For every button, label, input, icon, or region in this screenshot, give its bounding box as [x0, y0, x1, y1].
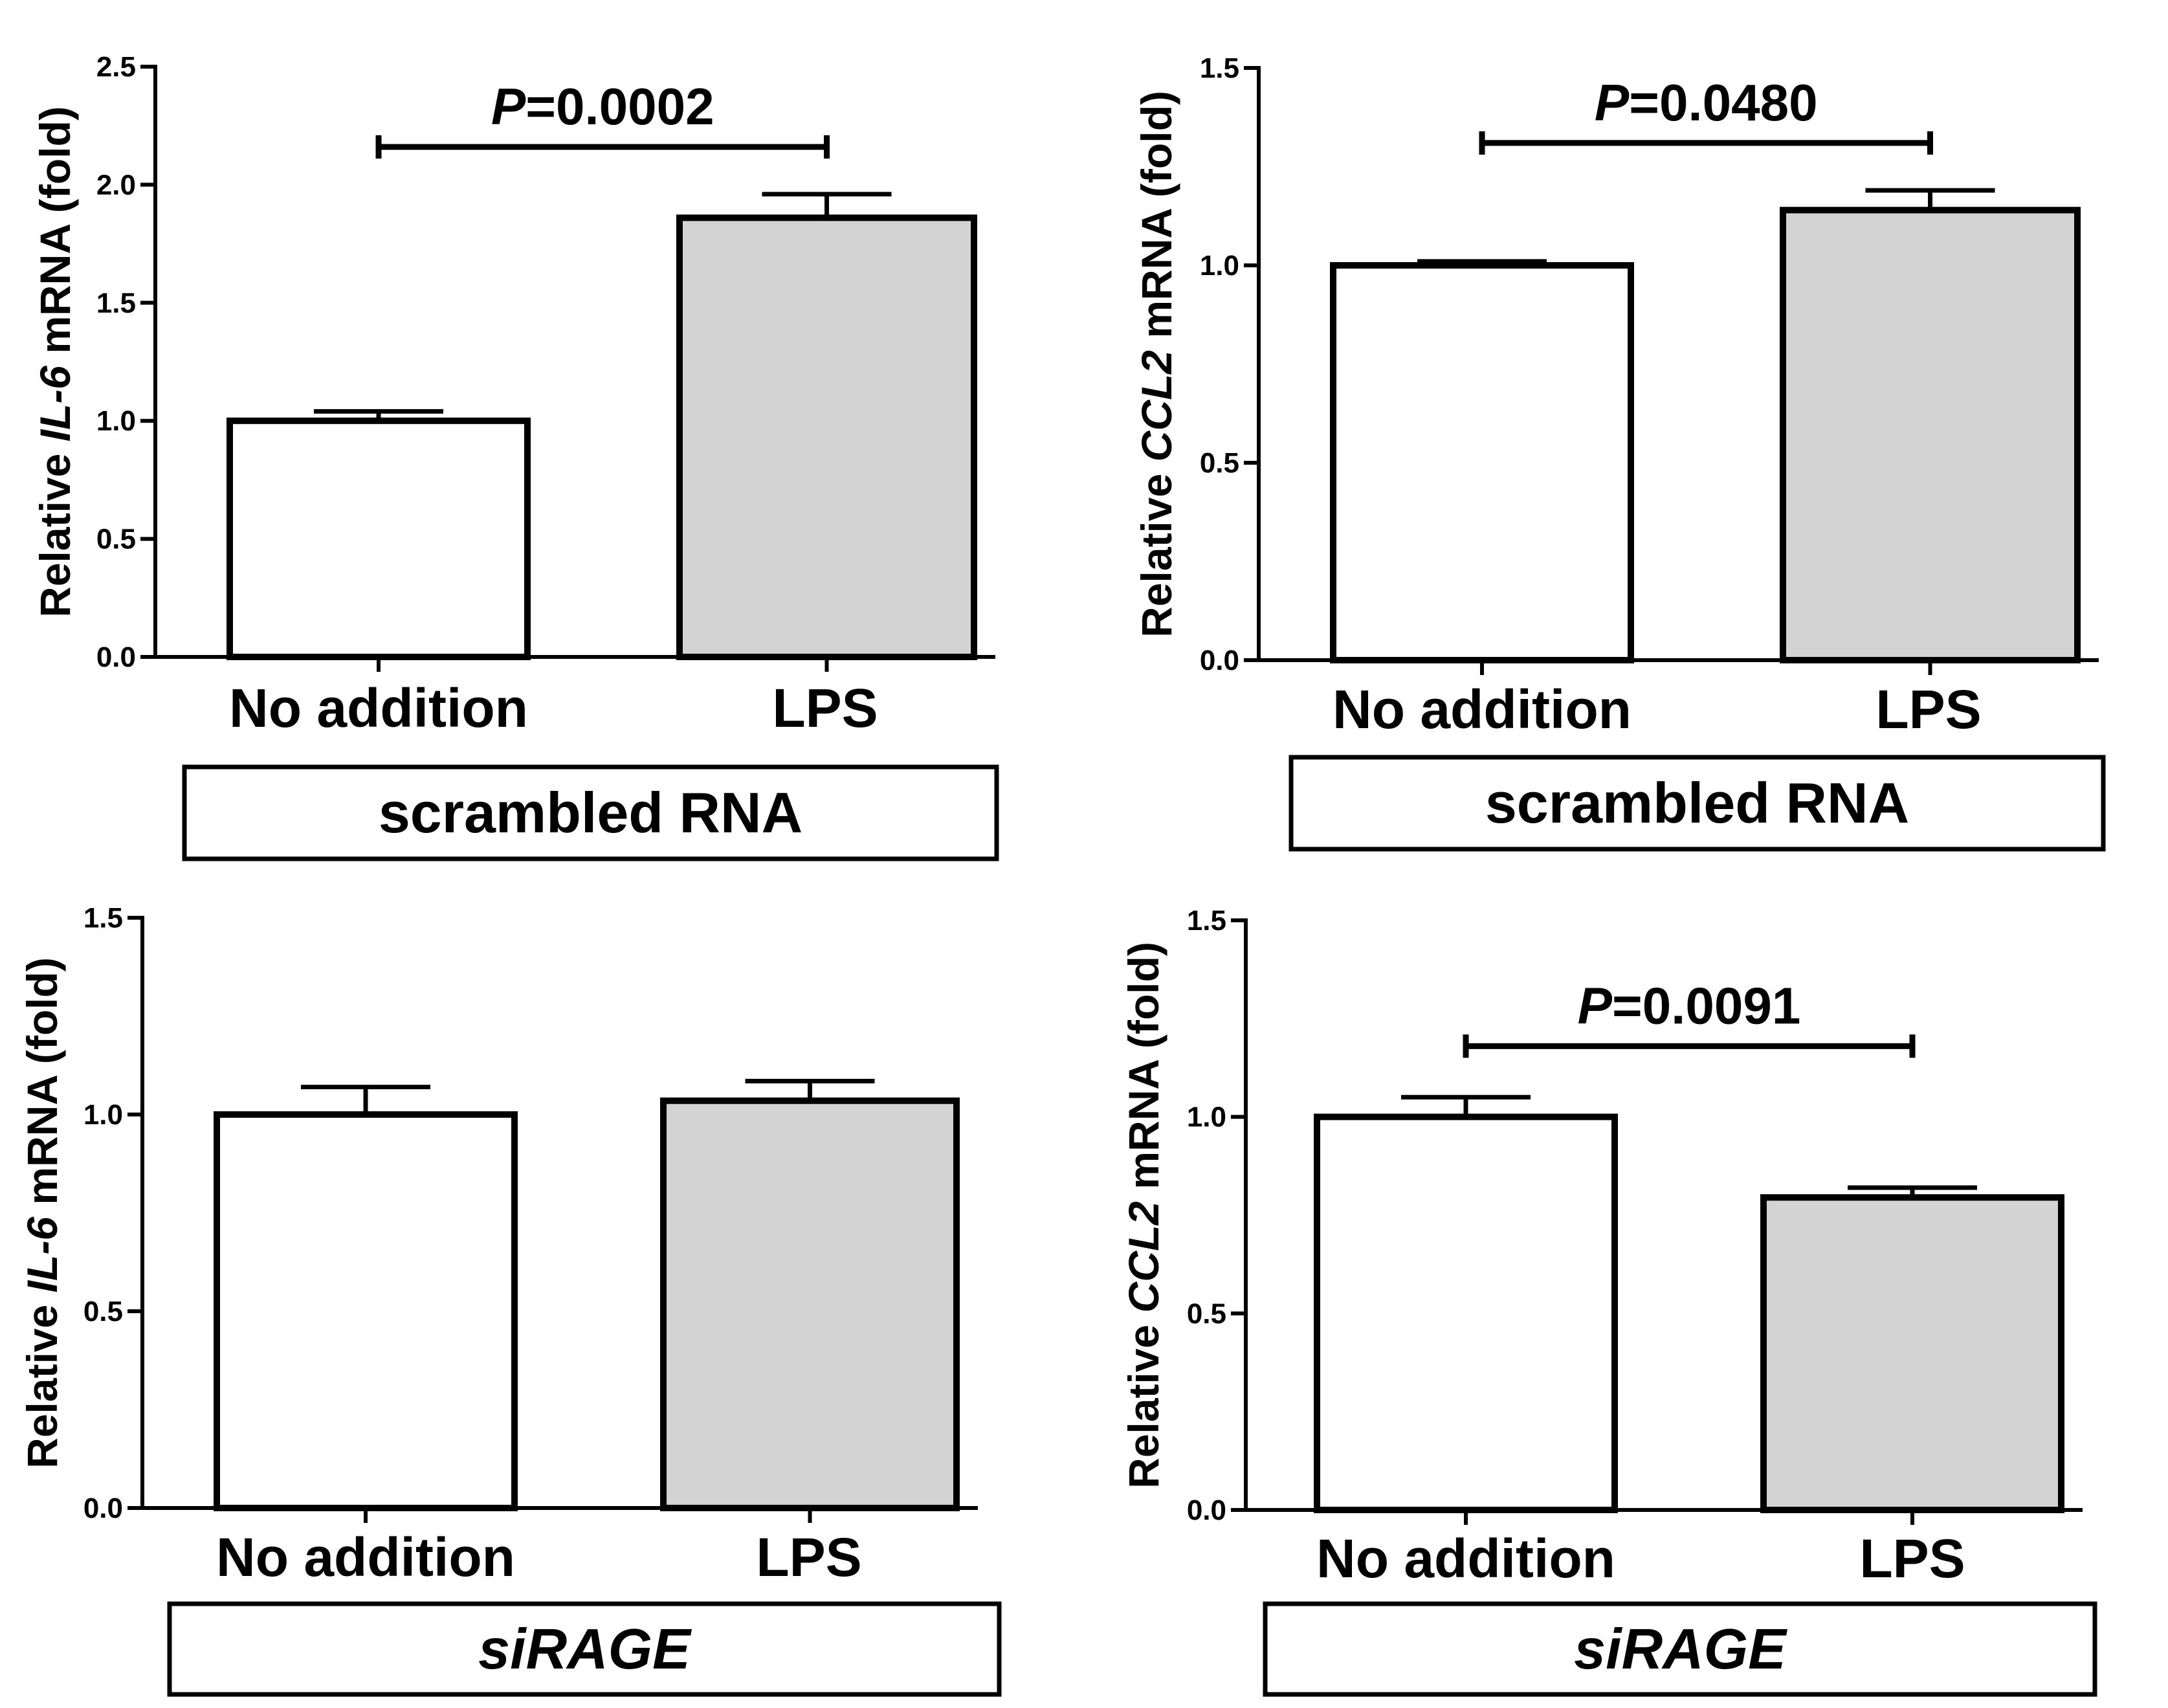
y-tick-label: 0.5 [96, 524, 136, 555]
p-value-label: P=0.0091 [1578, 977, 1801, 1034]
y-tick-label: 0.5 [1200, 447, 1239, 479]
y-axis-label: Relative CCL2 mRNA (fold) [1120, 942, 1167, 1489]
y-axis-label-gene: CCL2 [1133, 350, 1180, 462]
y-tick-label: 1.0 [1187, 1102, 1226, 1133]
category-label: No addition [229, 678, 528, 738]
bar-no-addition [1330, 262, 1634, 663]
bar-lps [660, 1097, 960, 1511]
chart-panel-3: 0.0 0.5 1.0 1.5 No addition LPS Relative IL-6 … [18, 902, 1002, 1697]
condition-box [167, 1601, 1002, 1697]
bar-no-addition [214, 1111, 518, 1511]
y-tick-label: 0.0 [1187, 1494, 1226, 1526]
p-value-label: P=0.0480 [1595, 74, 1818, 131]
p-value-letter: P [1578, 977, 1613, 1034]
y-axis-label-suffix: mRNA (fold) [18, 957, 66, 1217]
y-tick-label: 1.0 [83, 1099, 123, 1131]
chart-panel-4: 0.0 0.5 1.0 1.5 No addition LPS Relative CCL2 … [1120, 905, 2097, 1697]
y-axis-label-suffix: mRNA (fold) [31, 106, 79, 366]
y-tick-label: 2.5 [96, 51, 136, 83]
p-value-number: =0.0480 [1629, 74, 1817, 131]
bar-lps [1760, 1194, 2064, 1514]
y-tick-label: 1.0 [1200, 250, 1239, 282]
condition-box [1289, 755, 2106, 852]
chart-panel-2: 0.0 0.5 1.0 1.5 No addition LPS Relative CCL2 … [1133, 52, 2106, 852]
p-value-number: =0.0091 [1612, 977, 1800, 1034]
bar-lps [676, 214, 977, 660]
chart-panel-1: 0.0 0.5 1.0 1.5 2.0 2.5 No addition LPS Relative… [31, 51, 999, 861]
category-label: No addition [216, 1527, 515, 1588]
p-value-label: P=0.0002 [491, 78, 714, 135]
p-value-letter: P [491, 78, 526, 135]
bar-lps [1780, 206, 2081, 664]
y-tick-label: 2.0 [96, 169, 136, 201]
category-label: LPS [772, 678, 878, 738]
bar-no-addition [1314, 1113, 1618, 1513]
condition-label: siRAGE [478, 1617, 692, 1681]
y-tick-label: 1.5 [1187, 905, 1226, 937]
condition-box [1263, 1601, 2097, 1697]
y-axis-label-suffix: mRNA (fold) [1120, 942, 1167, 1201]
category-label: LPS [756, 1527, 861, 1588]
y-tick-label: 0.5 [83, 1296, 123, 1327]
y-tick-label: 1.5 [1200, 52, 1239, 84]
p-value-letter: P [1595, 74, 1630, 131]
y-tick-label: 1.5 [83, 902, 123, 934]
condition-label: scrambled RNA [379, 781, 802, 845]
y-axis-label: Relative CCL2 mRNA (fold) [1133, 91, 1180, 638]
y-axis-label-prefix: Relative [31, 441, 79, 617]
condition-label: scrambled RNA [1485, 771, 1909, 835]
y-tick-label: 0.5 [1187, 1298, 1226, 1329]
y-tick-label: 0.0 [96, 641, 136, 673]
category-label: No addition [1316, 1528, 1615, 1589]
y-axis-label-prefix: Relative [1120, 1313, 1167, 1488]
p-value-number: =0.0002 [525, 78, 714, 135]
condition-label: siRAGE [1574, 1617, 1787, 1681]
y-axis-label: Relative IL-6 mRNA (fold) [31, 106, 79, 617]
bar-no-addition [227, 417, 531, 660]
y-tick-label: 0.0 [83, 1492, 123, 1524]
y-axis-label-gene: IL-6 [31, 365, 79, 442]
y-axis-label-gene: IL-6 [18, 1216, 66, 1293]
y-tick-label: 1.0 [96, 405, 136, 437]
y-axis-label: Relative IL-6 mRNA (fold) [18, 957, 66, 1469]
y-axis-label-prefix: Relative [1133, 461, 1180, 637]
condition-box [182, 764, 999, 861]
y-tick-label: 1.5 [96, 287, 136, 319]
y-axis-label-prefix: Relative [18, 1292, 66, 1468]
category-label: LPS [1859, 1528, 1965, 1589]
y-tick-label: 0.0 [1200, 645, 1239, 676]
category-label: No addition [1333, 679, 1632, 740]
y-axis-label-gene: CCL2 [1120, 1201, 1167, 1313]
category-label: LPS [1875, 679, 1981, 740]
y-axis-label-suffix: mRNA (fold) [1133, 91, 1180, 350]
